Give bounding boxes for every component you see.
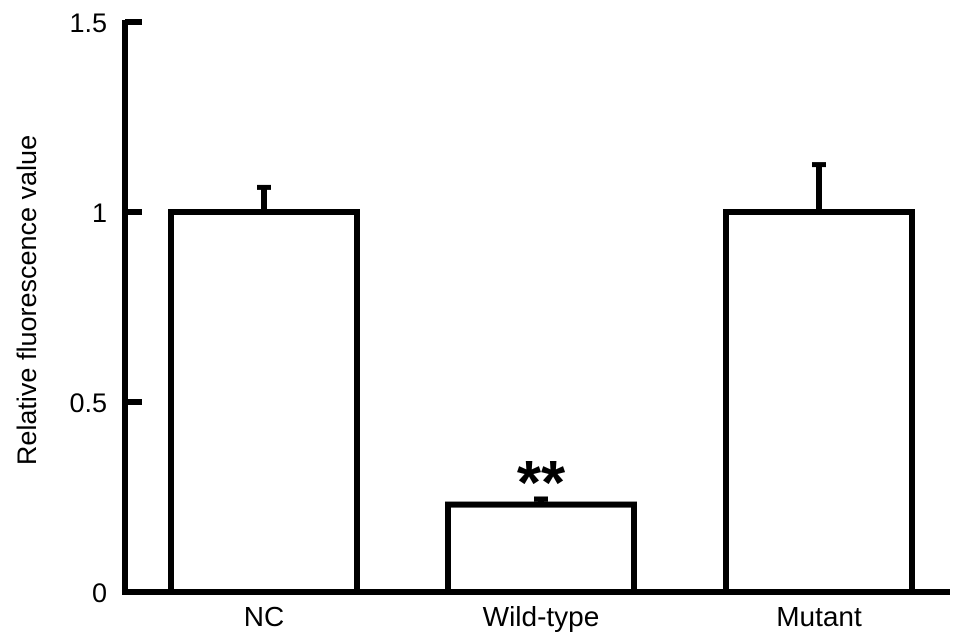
y-axis-title: Relative fluorescence value — [12, 135, 42, 465]
y-tick-label-0: 0 — [92, 578, 107, 608]
bar-mutant — [723, 209, 915, 595]
significance-marker: ** — [517, 449, 566, 518]
y-tick-label-0-5: 0.5 — [69, 388, 107, 418]
labels-layer: NC Wild-type Mutant 0 0.5 1 1.5 ** — [69, 8, 862, 632]
x-tick-label-nc: NC — [244, 601, 284, 632]
error-bars-layer — [257, 162, 826, 505]
y-tick-label-1-5: 1.5 — [69, 8, 107, 38]
x-tick-label-mutant: Mutant — [776, 601, 862, 632]
x-tick-label-wild-type: Wild-type — [483, 601, 600, 632]
axes-layer — [122, 19, 950, 595]
y-tick-label-1: 1 — [92, 198, 107, 228]
bar-nc — [168, 209, 360, 595]
bars-layer — [168, 209, 915, 596]
